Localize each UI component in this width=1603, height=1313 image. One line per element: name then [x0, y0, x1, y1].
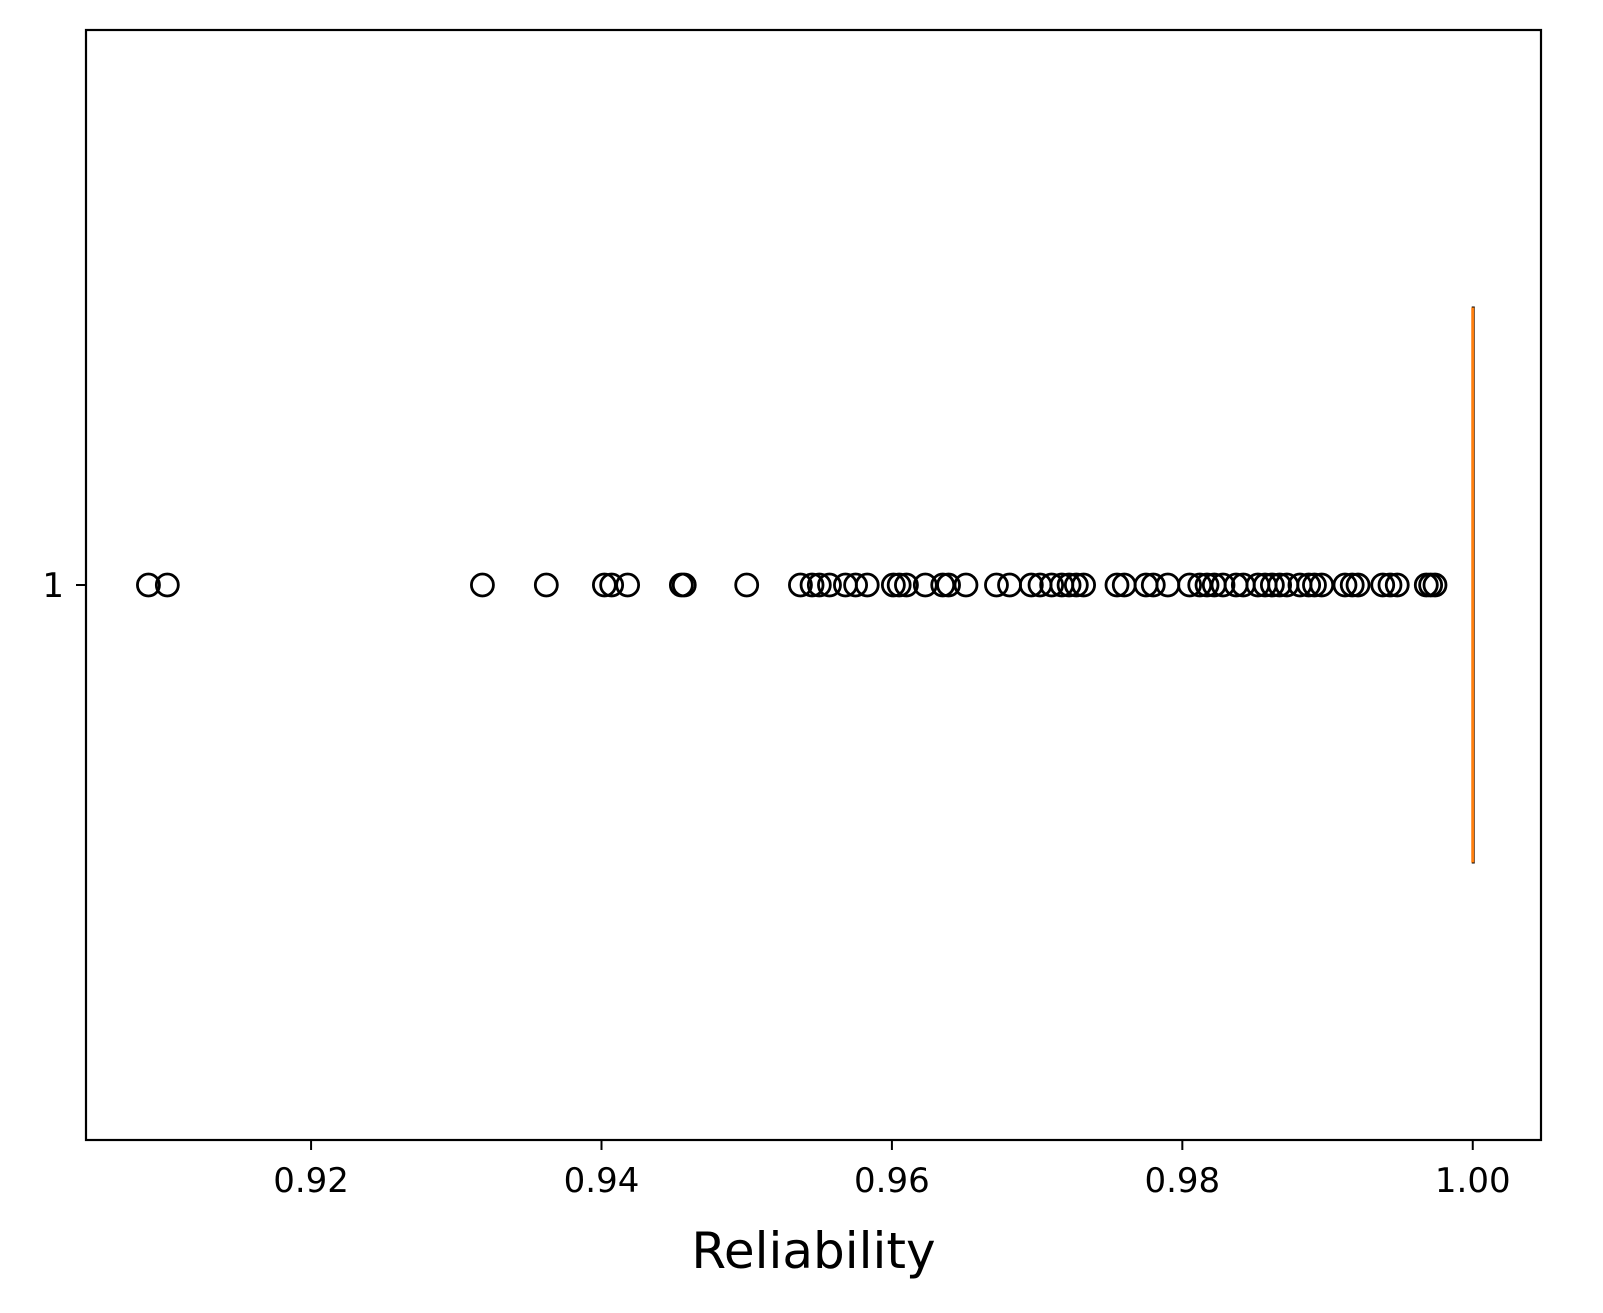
- outlier-point: [1384, 572, 1410, 598]
- x-tick-label: 0.96: [854, 1161, 930, 1201]
- outlier-point: [533, 572, 559, 598]
- outlier-point: [1071, 572, 1096, 598]
- outlier-point: [154, 572, 180, 598]
- outlier-point: [671, 572, 697, 598]
- outlier-point: [953, 572, 979, 598]
- outlier-point: [1104, 572, 1130, 598]
- x-axis: 0.92 0.94 0.96 0.98 1.00: [273, 1140, 1511, 1201]
- y-tick-label: 1: [42, 566, 64, 606]
- plot-area: [136, 306, 1475, 864]
- outlier-point: [470, 572, 495, 598]
- outlier-point: [1259, 572, 1285, 598]
- outlier-point: [599, 572, 625, 598]
- outlier-point: [1339, 572, 1365, 598]
- outlier-point: [1267, 572, 1293, 598]
- y-axis: 1: [42, 566, 86, 606]
- outlier-point: [1302, 572, 1327, 598]
- outlier-point: [1332, 572, 1358, 598]
- outlier-point: [615, 572, 641, 598]
- outlier-point: [1296, 572, 1322, 598]
- outlier-point: [1018, 572, 1044, 598]
- x-axis-label: Reliability: [691, 1222, 935, 1280]
- outlier-point: [734, 572, 760, 598]
- outlier-point: [806, 572, 832, 598]
- outlier-point: [1056, 572, 1082, 598]
- outlier-point: [854, 572, 880, 598]
- axes-frame: [84, 28, 1543, 1142]
- outlier-point: [880, 572, 906, 598]
- outlier-point: [1063, 572, 1089, 598]
- outlier-point: [817, 572, 842, 598]
- outlier-point: [1422, 572, 1448, 598]
- x-tick-label: 0.98: [1144, 1161, 1220, 1201]
- outlier-point: [1177, 572, 1202, 598]
- outlier-point: [886, 572, 912, 598]
- x-tick-label: 0.92: [273, 1161, 349, 1201]
- outlier-point: [1210, 572, 1236, 598]
- outlier-point: [799, 572, 825, 598]
- outlier-point: [136, 572, 161, 598]
- outlier-point: [1194, 572, 1220, 598]
- outlier-point: [788, 572, 813, 598]
- outlier-point: [843, 572, 869, 598]
- outlier-point: [1377, 572, 1403, 598]
- outlier-point: [936, 572, 961, 598]
- outlier-point: [894, 572, 919, 598]
- x-tick-label: 1.00: [1435, 1161, 1511, 1201]
- x-tick-label: 0.94: [564, 1161, 640, 1201]
- outlier-point: [1370, 572, 1396, 598]
- outlier-point: [1140, 572, 1166, 598]
- outlier-point: [1345, 572, 1371, 598]
- outlier-point: [1039, 572, 1065, 598]
- outlier-point: [984, 572, 1009, 598]
